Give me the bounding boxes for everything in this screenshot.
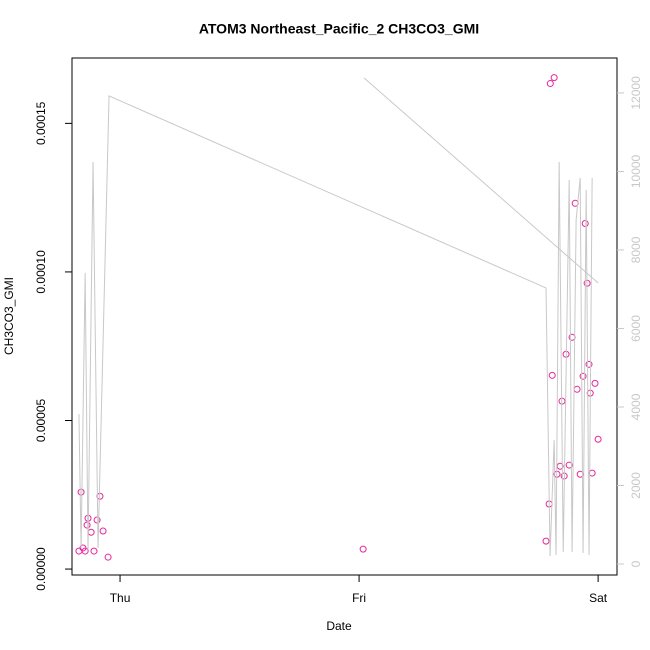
- data-point: [99, 527, 107, 535]
- data-point: [579, 372, 587, 380]
- data-point: [87, 528, 95, 536]
- data-line: [78, 77, 599, 557]
- y2-tick-label: 2000: [629, 472, 643, 499]
- data-point: [576, 470, 584, 478]
- y2-tick-label: 8000: [629, 236, 643, 263]
- data-point: [90, 547, 98, 555]
- data-point: [585, 360, 593, 368]
- y-tick-label: 0.00010: [34, 250, 48, 294]
- data-point: [573, 385, 581, 393]
- y-tick-label: 0.00015: [34, 101, 48, 145]
- data-point: [93, 516, 101, 524]
- data-point: [83, 521, 91, 529]
- y2-tick-label: 10000: [629, 154, 643, 188]
- y-tick-label: 0.00005: [34, 398, 48, 442]
- data-point: [546, 80, 554, 88]
- x-tick-label: Fri: [352, 591, 366, 605]
- plot-frame: [71, 57, 618, 576]
- y-axis-label: CH3CO3_GMI: [2, 277, 16, 355]
- data-point: [77, 488, 85, 496]
- data-point: [75, 547, 83, 555]
- data-point: [542, 537, 550, 545]
- data-point: [588, 469, 596, 477]
- y2-tick-label: 4000: [629, 393, 643, 420]
- y2-tick-label: 0: [629, 560, 643, 567]
- chart-title: ATOM3 Northeast_Pacific_2 CH3CO3_GMI: [199, 21, 479, 37]
- data-point: [81, 547, 89, 555]
- x-tick-label: Thu: [110, 591, 131, 605]
- x-axis-label: Date: [326, 619, 352, 633]
- data-point: [565, 461, 573, 469]
- data-point: [581, 219, 589, 227]
- data-point: [550, 74, 558, 82]
- x-tick-label: Sat: [589, 591, 608, 605]
- data-point: [548, 371, 556, 379]
- data-point: [359, 545, 367, 553]
- y2-tick-label: 6000: [629, 315, 643, 342]
- data-point: [591, 379, 599, 387]
- data-point: [104, 553, 112, 561]
- y2-tick-label: 12000: [629, 76, 643, 110]
- data-point: [594, 435, 602, 443]
- y-tick-label: 0.00000: [34, 547, 48, 591]
